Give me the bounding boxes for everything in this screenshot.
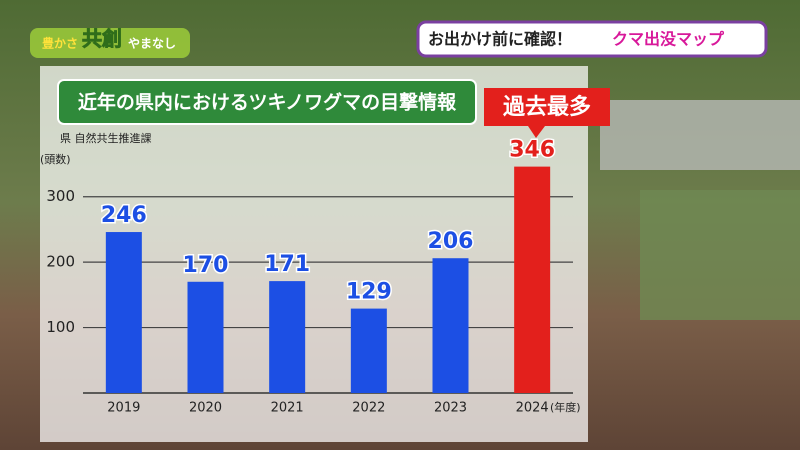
bar xyxy=(187,281,224,393)
callout-box xyxy=(484,88,610,126)
banner-highlight: クマ出没マップ xyxy=(612,30,725,49)
chart-title: 近年の県内におけるツキノワグマの目撃情報 xyxy=(78,91,457,114)
banner-text: お出かけ前に確認！ xyxy=(428,30,572,49)
x-tick-label: 2019 xyxy=(107,401,140,416)
logo-part: 共創 xyxy=(82,27,122,51)
logo: 豊かさ 共創 やまなし xyxy=(30,26,190,58)
grass xyxy=(640,190,800,320)
bar xyxy=(269,281,306,393)
logo-bg xyxy=(30,28,190,58)
value-label: 170 xyxy=(183,253,229,278)
x-tick-label: 2022 xyxy=(352,401,385,416)
x-tick-label: 2020 xyxy=(189,401,222,416)
annotation: 過去最多 xyxy=(503,94,591,120)
source: 県 自然共生推進課 xyxy=(60,131,152,145)
value-label: 206 xyxy=(428,229,474,254)
bar xyxy=(105,232,142,393)
callout: 過去最多 xyxy=(484,88,610,138)
y-tick-label: 100 xyxy=(46,318,75,336)
value-label: 246 xyxy=(101,203,147,228)
y-tick-label: 300 xyxy=(46,187,75,205)
value-label: 171 xyxy=(264,252,310,277)
fence xyxy=(600,100,800,170)
logo-part: 豊かさ xyxy=(42,36,78,51)
x-tick-label: 2023 xyxy=(434,401,467,416)
x-tick-label: 2021 xyxy=(271,401,304,416)
y-axis-label: (頭数) xyxy=(40,153,71,166)
callout-pointer xyxy=(528,126,545,138)
bar xyxy=(514,166,551,393)
y-tick-label: 200 xyxy=(46,253,75,271)
logo-part: やまなし xyxy=(128,37,176,51)
banner: お出かけ前に確認！ クマ出没マップ xyxy=(416,20,768,58)
banner-box xyxy=(416,20,768,58)
value-label: 129 xyxy=(346,280,392,305)
x-axis-label: (年度) xyxy=(550,400,581,414)
bar xyxy=(350,308,387,393)
value-label: 346 xyxy=(509,138,555,163)
x-tick-label: 2024 xyxy=(516,401,549,416)
bar xyxy=(432,258,469,393)
title-box xyxy=(57,79,477,125)
